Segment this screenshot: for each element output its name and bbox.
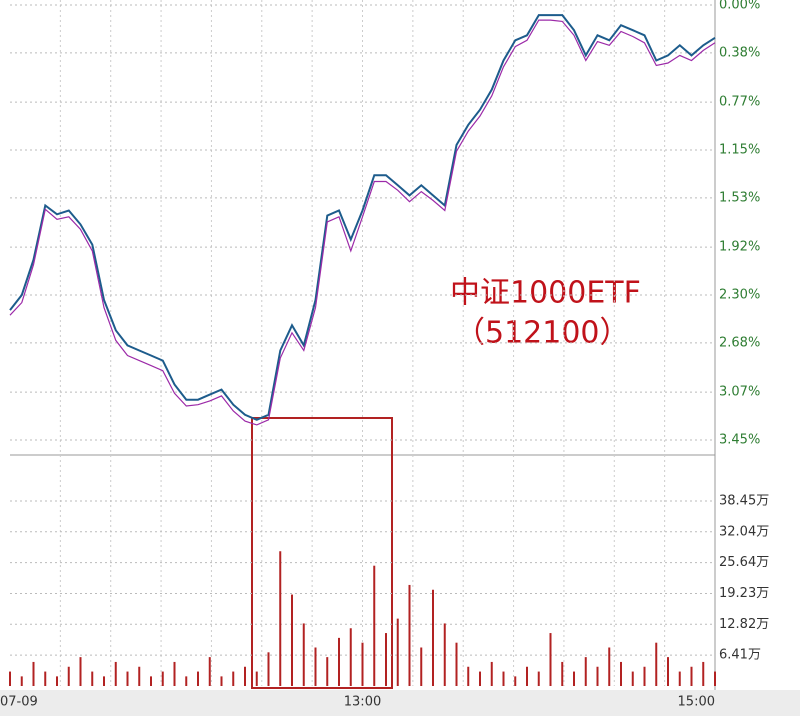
volume-bar [20, 676, 23, 686]
volume-bar [208, 657, 211, 686]
y-tick-label: 19.23万 [719, 586, 769, 601]
x-tick-label: 13:00 [344, 695, 381, 710]
y-tick-label: 2.68% [719, 335, 760, 350]
y-tick-label: 3.45% [719, 433, 760, 448]
volume-bar [173, 661, 176, 686]
volume-bar [714, 671, 716, 686]
volume-bar [573, 671, 575, 686]
y-tick-label: 32.04万 [719, 524, 769, 539]
volume-bar [220, 676, 223, 686]
y-tick-label: 2.30% [719, 288, 760, 303]
volume-bar [291, 594, 293, 686]
volume-bar [114, 661, 117, 686]
price-line [9, 14, 716, 421]
annotation: （512100） [455, 316, 630, 351]
highlight-box [251, 417, 393, 689]
y-tick-label: 6.41万 [719, 648, 761, 663]
volume-bar [185, 676, 188, 686]
volume-bar [255, 671, 258, 686]
volume-bar [655, 642, 658, 686]
volume-bar [526, 666, 528, 686]
volume-bar [385, 633, 387, 686]
volume-bar [197, 671, 199, 686]
y-tick-label: 1.53% [719, 190, 760, 205]
volume-bar [514, 676, 517, 686]
y-tick-label: 0.38% [719, 45, 760, 60]
y-tick-label: 0.77% [719, 95, 760, 110]
volume-bar [279, 551, 282, 686]
volume-bar [67, 666, 70, 686]
volume-bar [549, 633, 552, 686]
volume-bar [702, 661, 705, 686]
volume-bar [443, 623, 446, 686]
volume-bar [138, 666, 141, 686]
volume-bar [232, 671, 235, 686]
volume-bar [561, 661, 564, 686]
volume-bar [373, 565, 376, 686]
y-tick-label: 1.92% [719, 240, 760, 255]
y-tick-label: 3.07% [719, 385, 760, 400]
volume-bar [396, 618, 399, 686]
volume-bar [150, 676, 152, 686]
volume-bar [326, 657, 329, 686]
volume-bar [408, 584, 411, 686]
x-tick-label: 15:00 [678, 695, 715, 710]
y-tick-label: 0.00% [719, 0, 760, 13]
y-tick-label: 38.45万 [719, 493, 769, 508]
x-tick-label: 07-09 [0, 695, 38, 710]
volume-bar [44, 671, 47, 686]
volume-bar [32, 661, 35, 686]
volume-bar [643, 666, 646, 686]
x-axis-band [0, 690, 800, 716]
volume-bar [126, 671, 129, 686]
volume-bar [349, 628, 352, 686]
volume-bar [420, 647, 423, 686]
y-tick-label: 25.64万 [719, 555, 769, 570]
volume-bar [9, 671, 11, 686]
volume-bar [631, 671, 634, 686]
volume-bar [467, 666, 470, 686]
volume-bar [161, 671, 164, 686]
volume-bar [302, 623, 305, 686]
volume-bar [267, 652, 270, 686]
volume-bar [620, 661, 622, 686]
volume-bar [690, 666, 693, 686]
volume-bar [455, 642, 458, 686]
volume-bar [667, 657, 669, 686]
volume-bar [103, 676, 105, 686]
annotation: 中证1000ETF [450, 276, 641, 311]
volume-bar [314, 647, 317, 686]
y-tick-label: 1.15% [719, 143, 760, 158]
volume-bar [91, 671, 94, 686]
volume-bar [79, 657, 82, 686]
volume-bar [479, 671, 481, 686]
y-tick-label: 12.82万 [719, 617, 769, 632]
volume-bar [596, 666, 599, 686]
volume-bar [432, 589, 434, 686]
volume-bar [244, 666, 246, 686]
volume-bar [537, 671, 540, 686]
volume-bar [490, 661, 493, 686]
volume-bar [338, 637, 340, 686]
volume-bar [678, 671, 681, 686]
volume-bar [56, 676, 58, 686]
volume-bar [584, 657, 587, 686]
price-line [9, 19, 716, 426]
volume-bar [361, 642, 364, 686]
volume-bar [608, 647, 611, 686]
volume-bar [502, 671, 505, 686]
